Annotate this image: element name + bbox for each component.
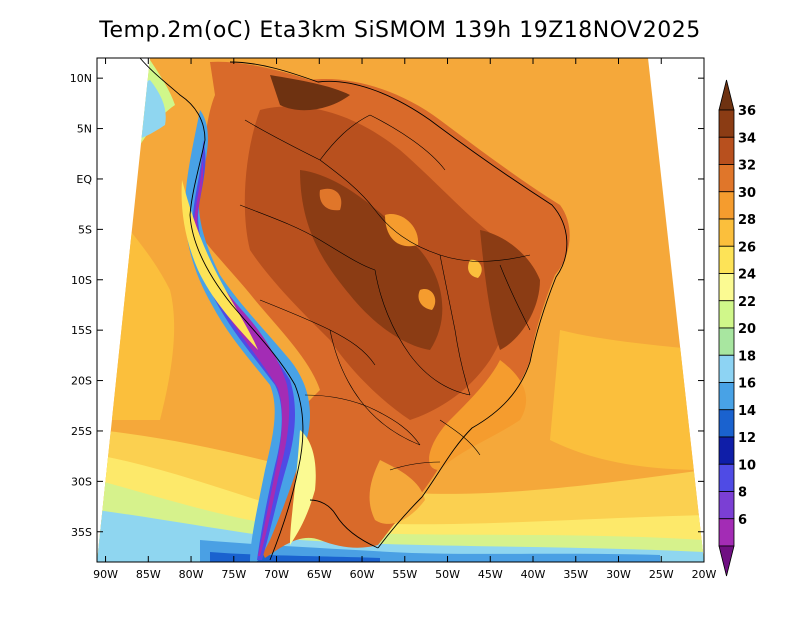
lon-label: 75W [221, 568, 246, 581]
lon-label: 50W [435, 568, 460, 581]
lon-label: 60W [350, 568, 375, 581]
lon-label: 35W [563, 568, 588, 581]
lon-label: 70W [264, 568, 289, 581]
temperature-field [97, 58, 704, 562]
colorbar-label: 14 [738, 404, 756, 419]
colorbar-label: 10 [738, 458, 756, 473]
colorbar-label: 28 [738, 213, 756, 228]
lat-label: 25S [71, 425, 92, 438]
lat-label: 5S [78, 223, 92, 236]
lon-label: 25W [649, 568, 674, 581]
political-borders [239, 114, 531, 471]
latitude-axis: 10N 5N EQ 5S 10S 15S 20S 25S 30S 35S [70, 72, 704, 539]
lat-label: 20S [71, 375, 92, 388]
colorbar-box [718, 382, 735, 411]
lon-label: 85W [136, 568, 161, 581]
colorbar-box [718, 245, 735, 274]
colorbar-label: 16 [738, 377, 756, 392]
colorbar-label: 26 [738, 240, 756, 255]
lat-label: 30S [71, 475, 92, 488]
lat-label: 15S [71, 324, 92, 337]
colorbar-box [718, 463, 735, 492]
colorbar-box [718, 218, 735, 247]
colorbar-box [718, 409, 735, 438]
colorbar-label: 22 [738, 295, 756, 310]
color-legend: 36 34 32 30 28 26 24 22 20 18 16 14 12 10 8 6 [718, 79, 756, 577]
colorbar-top-arrow [718, 79, 735, 111]
lat-label: EQ [76, 173, 92, 186]
colorbar-box [718, 354, 735, 383]
lon-label: 45W [478, 568, 503, 581]
lon-label: 40W [521, 568, 546, 581]
colorbar-label: 36 [738, 104, 756, 119]
colorbar-label: 8 [738, 486, 747, 501]
colorbar-box [718, 273, 735, 302]
colorbar-label: 30 [738, 186, 756, 201]
colorbar-box [718, 136, 735, 165]
lon-label: 55W [392, 568, 417, 581]
colorbar-label: 32 [738, 159, 756, 174]
coastlines [139, 58, 568, 561]
colorbar-bottom-arrow [718, 545, 735, 577]
colorbar-label: 34 [738, 131, 756, 146]
colorbar-box [718, 300, 735, 329]
lat-label: 10N [70, 72, 92, 85]
lat-label: 5N [77, 123, 92, 136]
colorbar-label: 24 [738, 268, 756, 283]
colorbar-box [718, 327, 735, 356]
colorbar-box [718, 109, 735, 138]
lon-label: 90W [93, 568, 118, 581]
lat-label: 35S [71, 526, 92, 539]
colorbar-box [718, 191, 735, 220]
colorbar-label: 20 [738, 322, 756, 337]
colorbar-label: 6 [738, 513, 747, 528]
lon-label: 20W [692, 568, 717, 581]
colorbar-box [718, 436, 735, 465]
lon-label: 30W [606, 568, 631, 581]
colorbar-box [718, 491, 735, 520]
lat-label: 10S [71, 274, 92, 287]
map-frame [96, 57, 705, 563]
lon-label: 80W [179, 568, 204, 581]
longitude-axis: 90W 85W 80W 75W 70W 65W 60W 55W 50W 45W 40W 35W 30W 2… [93, 58, 717, 581]
colorbar-label: 18 [738, 349, 756, 364]
map-title: Temp.2m(oC) Eta3km SiSMOM 139h 19Z18NOV2… [99, 18, 701, 43]
colorbar-label: 12 [738, 431, 756, 446]
colorbar-box [718, 164, 735, 193]
lon-label: 65W [307, 568, 332, 581]
colorbar-box [718, 518, 735, 547]
